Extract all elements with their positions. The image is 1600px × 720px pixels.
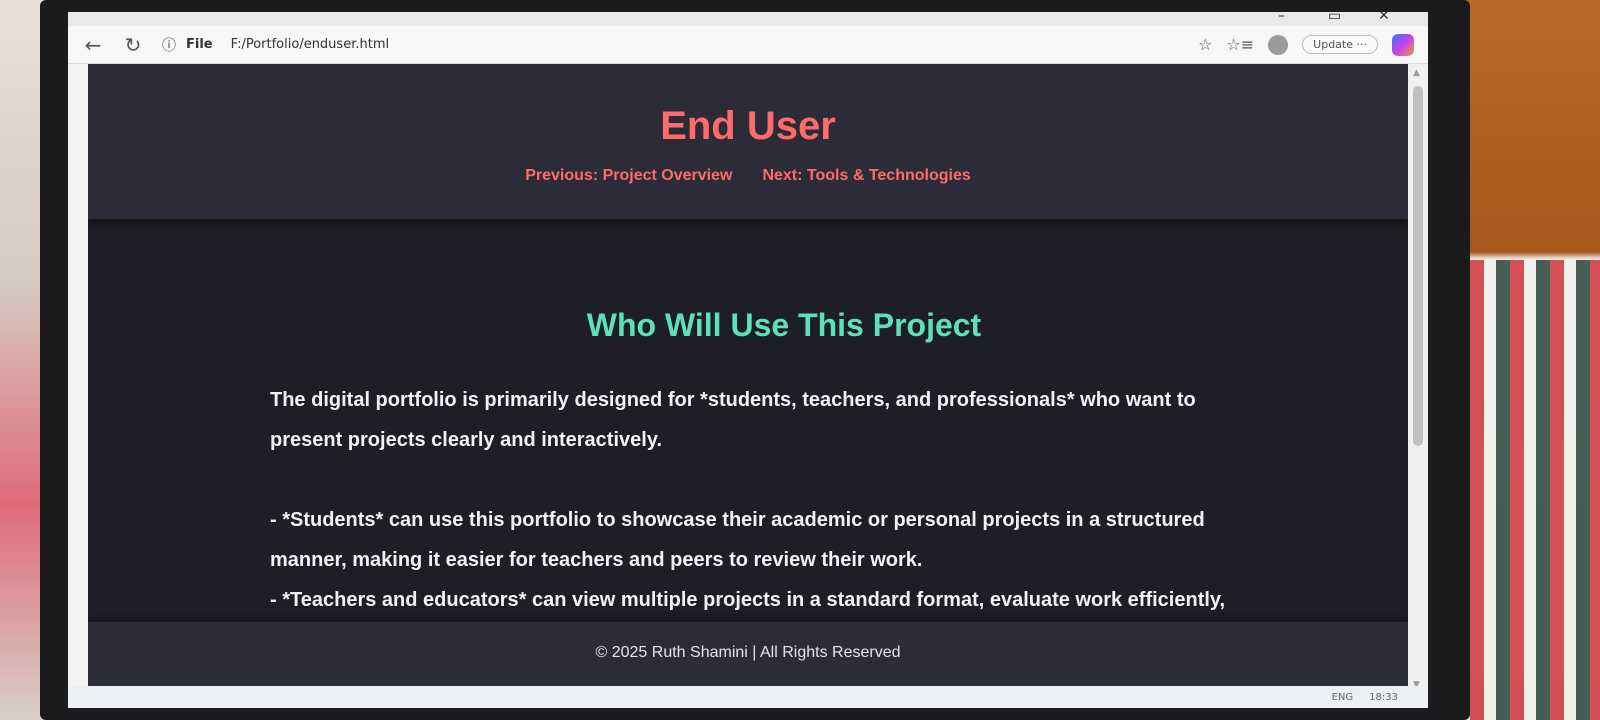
next-link[interactable]: Next: Tools & Technologies	[762, 167, 971, 184]
students-paragraph: - *Students* can use this portfolio to s…	[270, 509, 1205, 571]
more-label: ···	[1356, 38, 1368, 51]
scroll-down-icon[interactable]: ▼	[1413, 680, 1420, 690]
site-footer: © 2025 Ruth Shamini | All Rights Reserve…	[88, 622, 1408, 694]
back-arrow-icon[interactable]: ←	[84, 32, 102, 57]
scroll-up-icon[interactable]: ▲	[1413, 68, 1420, 78]
update-button[interactable]: Update ···	[1302, 35, 1378, 54]
copilot-icon[interactable]	[1392, 33, 1414, 56]
page-viewport: End User Previous: Project Overview Next…	[88, 64, 1408, 694]
clock[interactable]: 18:33	[1369, 691, 1398, 703]
toolbar-right: ☆ ☆≡ Update ···	[1198, 33, 1414, 56]
section-title: Who Will Use This Project	[586, 307, 982, 343]
site-header: End User Previous: Project Overview Next…	[88, 64, 1408, 219]
main-content: Who Will Use This Project The digital po…	[88, 219, 1408, 660]
page-title: End User	[660, 104, 836, 148]
background-cloth	[1470, 260, 1600, 720]
paragraph-spacer	[270, 460, 1258, 500]
close-icon[interactable]: ✕	[1378, 12, 1390, 24]
page-nav: Previous: Project Overview Next: Tools &…	[88, 167, 1408, 185]
update-label: Update	[1313, 38, 1353, 51]
favorites-list-icon[interactable]: ☆≡	[1226, 35, 1255, 54]
previous-link[interactable]: Previous: Project Overview	[525, 167, 733, 184]
browser-toolbar: ← ↻ ⓘ File F:/Portfolio/enduser.html ☆ ☆…	[68, 26, 1428, 64]
scroll-thumb[interactable]	[1413, 86, 1423, 446]
url-text[interactable]: F:/Portfolio/enduser.html	[230, 37, 390, 52]
restore-icon[interactable]: ▭	[1328, 12, 1342, 24]
footer-text: © 2025 Ruth Shamini | All Rights Reserve…	[595, 644, 901, 661]
intro-paragraph: The digital portfolio is primarily desig…	[270, 389, 1196, 451]
minimize-icon[interactable]: –	[1278, 12, 1285, 24]
info-icon[interactable]: ⓘ	[162, 37, 176, 54]
browser-window: – ▭ ✕ ← ↻ ⓘ File F:/Portfolio/enduser.ht…	[68, 12, 1428, 708]
refresh-icon[interactable]: ↻	[124, 32, 142, 57]
os-taskbar: ENG 18:33	[68, 686, 1428, 708]
vertical-scrollbar[interactable]: ▲ ▼	[1408, 64, 1428, 694]
favorite-star-icon[interactable]: ☆	[1198, 35, 1213, 54]
profile-avatar-icon[interactable]	[1268, 34, 1289, 55]
title-bar: – ▭ ✕	[68, 12, 1428, 26]
protocol-label: File	[186, 37, 213, 52]
address-bar[interactable]: ⓘ File F:/Portfolio/enduser.html	[162, 35, 389, 55]
language-indicator[interactable]: ENG	[1331, 691, 1354, 703]
